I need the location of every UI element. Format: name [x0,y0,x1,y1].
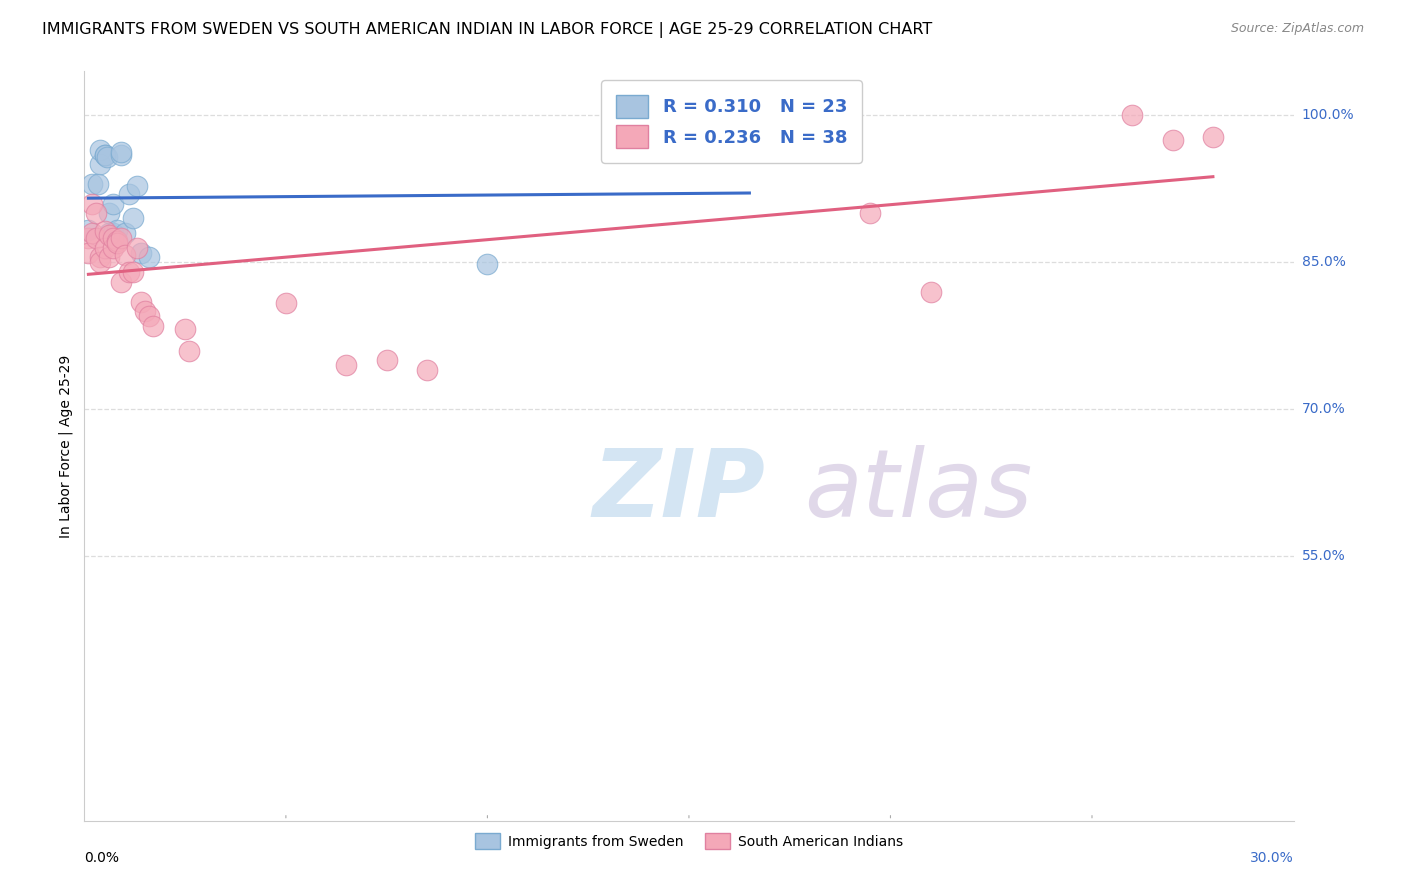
Text: 30.0%: 30.0% [1250,851,1294,865]
Point [335,358,357,372]
Point [97,206,120,220]
Point [89,255,111,269]
Point [93,224,115,238]
Point [477,257,499,271]
Point [118,186,141,201]
Text: 0.0%: 0.0% [84,851,120,865]
Y-axis label: In Labor Force | Age 25-29: In Labor Force | Age 25-29 [59,354,73,538]
Point [96,150,118,164]
Point [129,294,152,309]
Point [174,322,197,336]
Point [89,143,111,157]
Text: atlas: atlas [804,445,1032,536]
Point [134,304,156,318]
Point [89,251,111,265]
Point [110,231,132,245]
Point [77,223,100,237]
Point [105,234,128,248]
Point [89,157,111,171]
Text: Source: ZipAtlas.com: Source: ZipAtlas.com [1230,22,1364,36]
Point [125,178,148,193]
Point [179,343,201,358]
Point [86,231,108,245]
Point [97,226,120,240]
Point [101,196,124,211]
Point [93,147,115,161]
Point [920,285,942,299]
Point [859,206,882,220]
Point [110,275,132,289]
Point [82,226,104,240]
Point [101,226,124,240]
Point [125,241,148,255]
Point [105,235,128,250]
Point [110,147,132,161]
Point [118,265,141,279]
Legend: Immigrants from Sweden, South American Indians: Immigrants from Sweden, South American I… [470,828,908,855]
Point [138,310,160,324]
Point [1161,133,1184,147]
Point [1202,130,1225,145]
Text: IMMIGRANTS FROM SWEDEN VS SOUTH AMERICAN INDIAN IN LABOR FORCE | AGE 25-29 CORRE: IMMIGRANTS FROM SWEDEN VS SOUTH AMERICAN… [42,22,932,38]
Point [93,147,115,161]
Point [114,247,136,261]
Point [274,296,297,310]
Point [105,223,128,237]
Point [375,353,398,368]
Text: 70.0%: 70.0% [1302,402,1346,417]
Text: ZIP: ZIP [592,445,765,537]
Point [87,177,110,191]
Point [114,226,136,240]
Text: 100.0%: 100.0% [1302,109,1354,122]
Point [82,196,104,211]
Point [138,251,160,265]
Point [97,227,120,242]
Point [1121,108,1143,122]
Point [121,211,143,226]
Point [718,136,741,150]
Point [416,363,439,377]
Point [121,265,143,279]
Point [93,241,115,255]
Text: 85.0%: 85.0% [1302,255,1346,269]
Point [101,231,124,245]
Point [142,318,165,333]
Point [97,251,120,265]
Point [718,130,741,145]
Point [110,145,132,159]
Point [77,231,100,245]
Text: 55.0%: 55.0% [1302,549,1346,563]
Point [77,245,100,260]
Point [82,177,104,191]
Point [129,245,152,260]
Point [86,206,108,220]
Point [101,241,124,255]
